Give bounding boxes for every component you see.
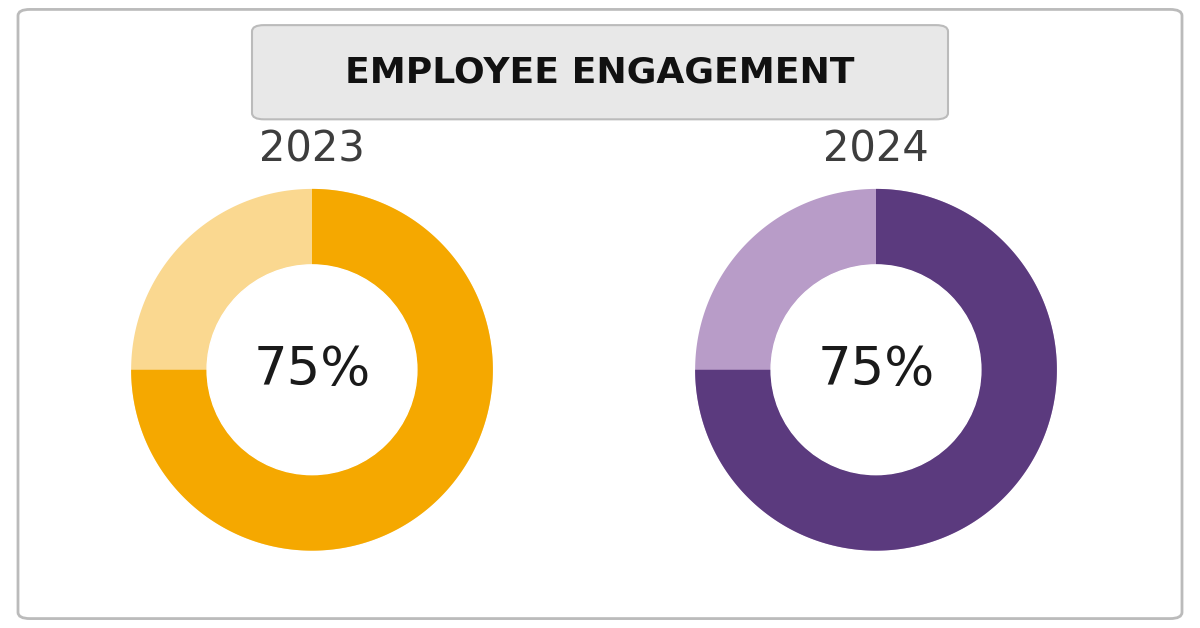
FancyBboxPatch shape (252, 25, 948, 119)
Text: 75%: 75% (817, 344, 935, 396)
Polygon shape (695, 189, 1057, 551)
Circle shape (772, 265, 980, 475)
Circle shape (208, 265, 416, 475)
Text: 2024: 2024 (823, 128, 929, 170)
Polygon shape (131, 189, 493, 551)
Text: EMPLOYEE ENGAGEMENT: EMPLOYEE ENGAGEMENT (346, 55, 854, 89)
Text: 2023: 2023 (259, 128, 365, 170)
Polygon shape (695, 189, 1057, 551)
Text: 75%: 75% (253, 344, 371, 396)
Polygon shape (131, 189, 493, 551)
